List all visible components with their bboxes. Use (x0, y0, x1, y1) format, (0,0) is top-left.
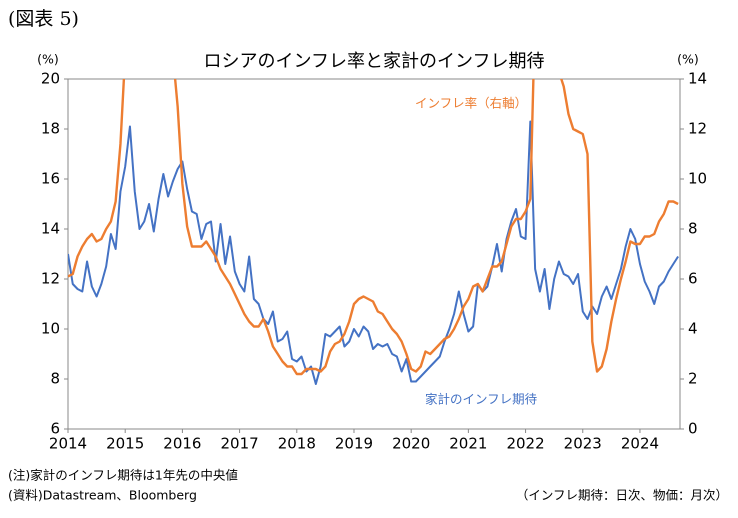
series-line (68, 79, 679, 376)
y2-tick-label: 12 (688, 120, 707, 138)
y-tick-label: 14 (41, 220, 60, 238)
x-tick-label: 2023 (564, 435, 602, 453)
y2-tick-label: 6 (688, 270, 698, 288)
y-tick-label: 12 (41, 270, 60, 288)
y-unit: (%) (37, 52, 59, 67)
series-label: 家計のインフレ期待 (425, 392, 538, 407)
x-tick-label: 2016 (163, 435, 201, 453)
y2-tick-label: 8 (688, 220, 698, 238)
series-label: インフレ率（右軸） (415, 96, 527, 111)
series-line (68, 120, 679, 385)
plot-frame (67, 78, 681, 430)
x-tick-label: 2015 (106, 435, 144, 453)
y2-tick-label: 4 (688, 320, 698, 338)
x-tick-label: 2017 (220, 435, 258, 453)
y2-tick-label: 14 (688, 70, 707, 88)
y2-tick-label: 10 (688, 170, 707, 188)
source: (資料)Datastream、Bloomberg (8, 488, 197, 503)
y2-unit: (%) (677, 52, 699, 67)
y-tick-label: 18 (41, 120, 60, 138)
plot-area (68, 79, 679, 385)
note: (注)家計のインフレ期待は1年先の中央値 (8, 468, 238, 483)
figure-label: (図表 5) (8, 8, 79, 30)
y2-tick-label: 0 (688, 420, 698, 438)
frequency-note: （インフレ期待：日次、物価：月次） (516, 488, 728, 503)
x-tick-label: 2024 (621, 435, 659, 453)
chart-title: ロシアのインフレ率と家計のインフレ期待 (204, 51, 545, 72)
y-tick-label: 10 (41, 320, 60, 338)
x-tick-label: 2014 (49, 435, 87, 453)
x-tick-label: 2021 (449, 435, 487, 453)
y2-tick-label: 2 (688, 370, 698, 388)
y-tick-label: 6 (50, 420, 60, 438)
y-tick-label: 8 (50, 370, 60, 388)
y-tick-label: 20 (41, 70, 60, 88)
x-tick-label: 2022 (506, 435, 544, 453)
x-tick-label: 2018 (278, 435, 316, 453)
y-tick-label: 16 (41, 170, 60, 188)
x-tick-label: 2020 (392, 435, 430, 453)
x-tick-label: 2019 (335, 435, 373, 453)
